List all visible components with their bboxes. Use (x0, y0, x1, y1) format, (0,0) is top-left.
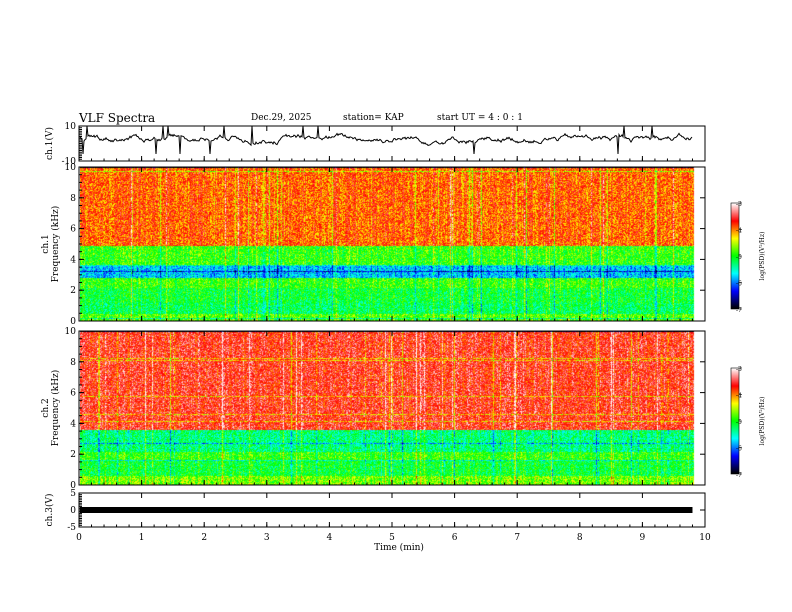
panel-2-ytick-label: 10 (65, 163, 77, 173)
figure-title: VLF Spectra (79, 111, 156, 125)
colorbar-1-tick-label: -4 (736, 228, 742, 235)
x-tick-label: 6 (452, 533, 458, 543)
x-axis-label: Time (min) (374, 542, 424, 553)
panel-1-frame (78, 125, 706, 162)
colorbar-1-tick-label: -6 (736, 281, 742, 288)
panel-2-ytick-label: 6 (70, 225, 76, 235)
colorbar-2-tick-label: -7 (736, 472, 742, 479)
date-label: Dec.29, 2025 (251, 113, 312, 123)
station-label: station= KAP (343, 113, 404, 123)
panel-2-ytick-label: 8 (70, 194, 76, 204)
panel-1-ytick-label: 10 (65, 122, 77, 132)
ch2-colorbar-image (731, 368, 739, 474)
start-ut-label: start UT = 4 : 0 : 1 (437, 113, 523, 123)
colorbar-1-label: log(PSD)(V²/Hz) (759, 232, 766, 281)
x-tick-label: 1 (139, 533, 145, 543)
x-tick-label: 0 (76, 533, 82, 543)
x-tick-label: 5 (389, 533, 395, 543)
panel-3-ytick-label: 8 (70, 358, 76, 368)
panel-2-ytick-label: 0 (70, 317, 76, 327)
ch1-spectrogram-image (80, 167, 697, 321)
x-tick-label: 3 (264, 533, 270, 543)
x-tick-label: 7 (514, 533, 520, 543)
ch2-spectrogram-image (80, 331, 697, 485)
panel-4-ytick-label: 0 (70, 506, 76, 516)
colorbar-2-tick-label: -3 (736, 366, 742, 373)
colorbar-2-tick-label: -4 (736, 393, 742, 400)
ch3-waveform-band (80, 507, 693, 513)
ch1-waveform-line (79, 125, 693, 155)
colorbar-2-tick-label: -5 (736, 419, 742, 426)
panel-3-ytick-label: 6 (70, 389, 76, 399)
x-tick-label: 10 (699, 533, 711, 543)
panel-2-frame (78, 166, 706, 322)
x-tick-label: 9 (640, 533, 646, 543)
x-tick-label: 2 (201, 533, 207, 543)
panel-4-ytick-label: 5 (70, 489, 76, 499)
x-tick-label: 8 (577, 533, 583, 543)
panel-1-ytick-label: -10 (62, 157, 77, 167)
panel-3-frame (78, 330, 706, 486)
panel-3-ytick-label: 2 (70, 450, 76, 460)
panel-3-ylabel: Frequency (kHz) (50, 370, 61, 447)
panel-3-ytick-label: 4 (70, 419, 76, 429)
ch1-colorbar-image (731, 203, 739, 309)
colorbar-2-tick-label: -6 (736, 446, 742, 453)
panel-3-ytick-label: 0 (70, 481, 76, 491)
colorbar-1-tick-label: -7 (736, 307, 742, 314)
panel-1-ylabel: ch.1(V) (44, 127, 55, 160)
colorbar-1-tick-label: -3 (736, 201, 742, 208)
panel-2-ytick-label: 4 (70, 255, 76, 265)
panel-2-ytick-label: 2 (70, 286, 76, 296)
panel-2-ylabel: ch.1 (41, 234, 51, 253)
panel-3-ytick-label: 10 (65, 327, 77, 337)
panel-4-ylabel: ch.3(V) (44, 494, 55, 527)
x-tick-label: 4 (327, 533, 333, 543)
colorbar-1-tick-label: -5 (736, 254, 742, 261)
panel-4-ytick-label: -5 (67, 523, 76, 533)
panel-2-ylabel: Frequency (kHz) (50, 206, 61, 283)
colorbar-2-label: log(PSD)(V²/Hz) (759, 397, 766, 446)
panel-3-ylabel: ch.2 (41, 398, 51, 417)
